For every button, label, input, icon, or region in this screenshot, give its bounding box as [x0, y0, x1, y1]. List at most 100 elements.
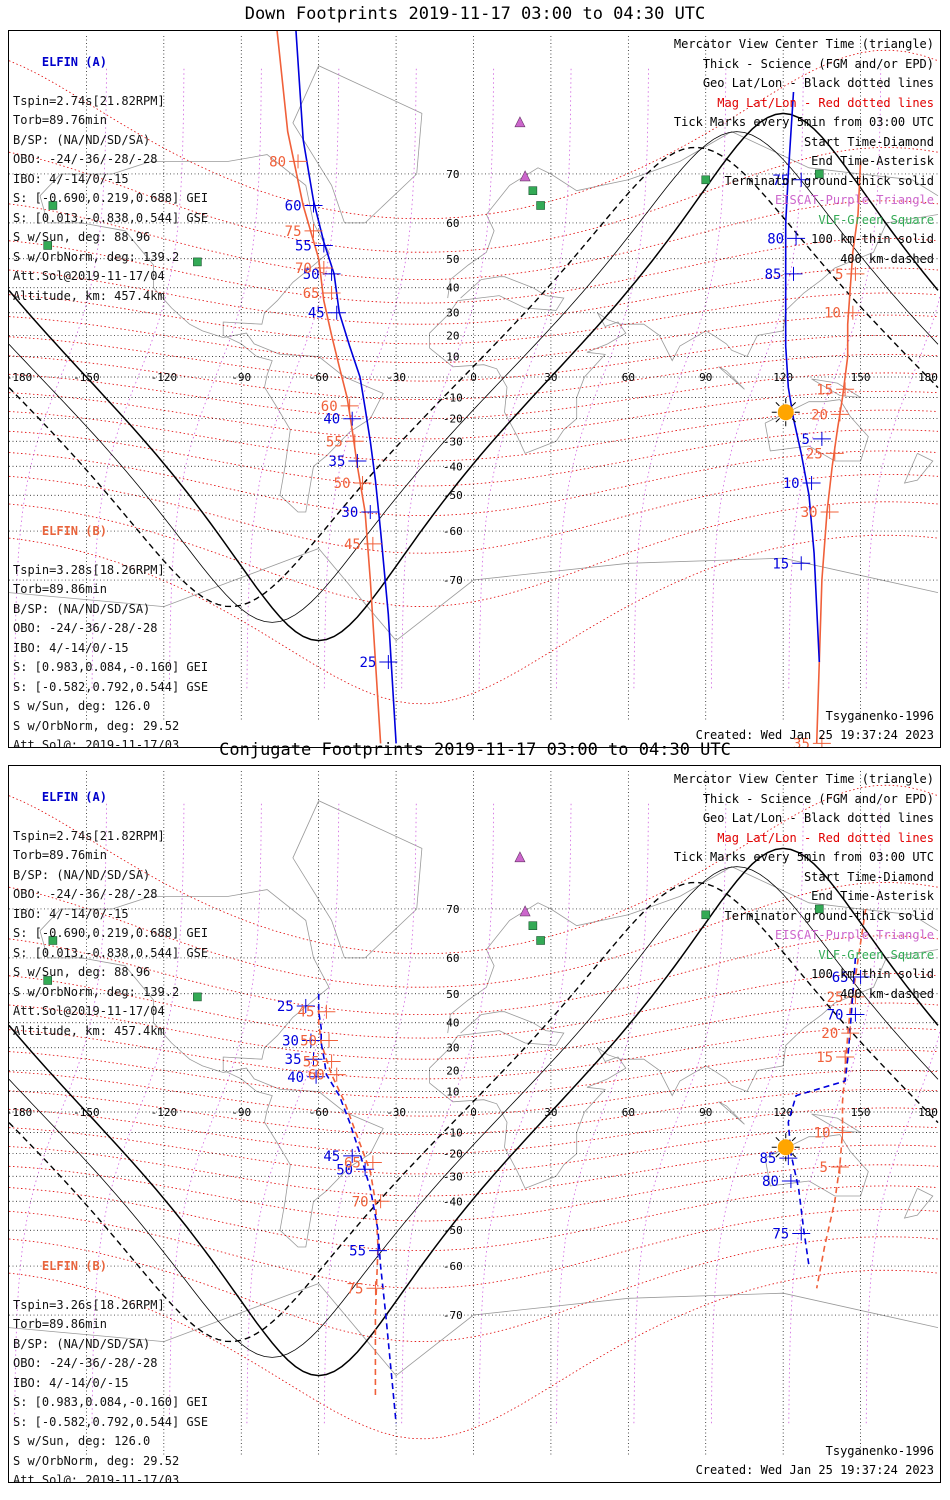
green-square-icon — [43, 976, 53, 985]
legend-entry: Mag Lat/Lon - Red dotted lines — [717, 95, 934, 110]
coastline — [292, 65, 423, 224]
elfin-a-tick-label: 75 — [772, 1226, 789, 1242]
elfin-a-track — [295, 31, 397, 744]
sun-ray — [775, 401, 780, 407]
coastline — [9, 548, 939, 642]
elfin-a-tick-label: 35 — [329, 454, 346, 470]
elfin-a-tick-label: 40 — [287, 1070, 304, 1086]
elfin-b-tick-label: 70 — [352, 1194, 369, 1210]
info-line: OBO: -24/-36/-28/-28 — [13, 1356, 158, 1370]
info-line: S: [-0.690,0.219,0.688] GEI — [13, 191, 209, 205]
info-line: S w/Sun, deg: 88.96 — [13, 965, 151, 979]
model-label: Tsyganenko-1996 — [825, 709, 934, 723]
longitude-label: 60 — [622, 1106, 635, 1119]
green-square-icon — [528, 186, 538, 195]
latitude-label: -20 — [443, 413, 463, 426]
sun-ray — [775, 1136, 780, 1142]
elfin-b-tick-label: 20 — [821, 1026, 838, 1042]
sun-ray — [791, 418, 797, 423]
created-timestamp: Created: Wed Jan 25 19:37:24 2023 — [695, 728, 934, 742]
latitude-label: -60 — [443, 1260, 463, 1273]
info-line: S: [0.983,0.084,-0.160] GEI — [13, 1395, 209, 1409]
latitude-label: 20 — [446, 329, 459, 342]
mag-lat-line — [9, 1185, 939, 1251]
legend-entry: VLF-Green Square — [818, 212, 934, 227]
legend-entry: Thick - Science (FGM and/or EPD) — [702, 56, 934, 71]
legend-entry: Tick Marks every 5min from 03:00 UTC — [673, 115, 934, 129]
legend-entry: Start Time-Diamond — [803, 134, 934, 149]
info-line: B/SP: (NA/ND/SD/SA) — [13, 601, 151, 616]
elfin-b-tick-label: 15 — [816, 1050, 833, 1066]
green-square-icon — [701, 910, 711, 920]
info-line: S w/Sun, deg: 126.0 — [13, 699, 151, 713]
latitude-label: -20 — [443, 1148, 463, 1161]
legend-entry: Start Time-Diamond — [803, 869, 934, 884]
elfin-b-tick-label: 60 — [308, 1068, 325, 1084]
green-square-icon — [536, 936, 545, 945]
latitude-label: 50 — [446, 253, 459, 266]
footer: Tsyganenko-1996 Created: Wed Jan 25 19:3… — [696, 1442, 934, 1480]
legend-entry: 400 km-dashed — [840, 986, 934, 1001]
latitude-label: 40 — [446, 1017, 459, 1030]
coastline — [447, 866, 939, 1034]
info-line: Torb=89.76min — [13, 848, 107, 862]
longitude-label: 180 — [918, 1106, 938, 1119]
elfin-b-tick-label: 60 — [321, 399, 338, 415]
latitude-label: 10 — [446, 350, 459, 363]
elfin-a-tick-label: 65 — [832, 970, 849, 986]
latitude-label: -70 — [443, 574, 463, 587]
legend-entry: End Time-Asterisk — [811, 889, 934, 903]
elfin-b-tick-label: 5 — [835, 267, 843, 283]
info-line: Torb=89.76min — [13, 113, 107, 127]
legend: Mercator View Center Time (triangle) Thic… — [674, 770, 934, 1004]
info-line: S: [0.013,-0.838,0.544] GSE — [13, 210, 209, 225]
down-footprints-panel: -180-150-120-90-60-300306090120150180706… — [8, 30, 941, 748]
latitude-label: 10 — [446, 1085, 459, 1098]
map-canvas: -180-150-120-90-60-300306090120150180706… — [9, 771, 940, 1456]
legend-entry: Geo Lat/Lon - Black dotted lines — [702, 76, 934, 90]
elfin-b-label: ELFIN (B) — [41, 1258, 107, 1273]
coastline — [811, 1113, 861, 1133]
elfin-b-track-east — [815, 161, 862, 744]
legend-entry: Geo Lat/Lon - Black dotted lines — [702, 811, 934, 825]
mag-lat-line — [9, 784, 939, 955]
coastline — [39, 889, 384, 1248]
elfin-a-tick-label: 60 — [285, 198, 302, 214]
latitude-label: -50 — [443, 489, 463, 502]
elfin-a-tick-label: 5 — [801, 432, 809, 448]
info-line: Att.Sol@: 2019-11-17/03 — [13, 1473, 180, 1483]
mag-lat-line — [9, 1002, 939, 1060]
legend-entry: EISCAT-Purple Triangle — [775, 193, 934, 207]
latitude-label: 30 — [446, 307, 459, 320]
info-line: Torb=89.86min — [13, 582, 107, 596]
elfin-a-tick-label: 55 — [295, 238, 312, 254]
elfin-a-info: ELFIN (A) Tspin=2.74s[21.82RPM] Torb=89.7… — [13, 768, 208, 1080]
latitude-label: -70 — [443, 1309, 463, 1322]
elfin-b-tick-label: 35 — [793, 736, 810, 747]
info-line: OBO: -24/-36/-28/-28 — [13, 152, 158, 166]
mag-lat-line — [9, 1027, 939, 1080]
panel-title: Down Footprints 2019-11-17 03:00 to 04:3… — [244, 4, 706, 24]
longitude-label: 120 — [773, 371, 793, 384]
info-line: Torb=89.86min — [13, 1317, 107, 1331]
sun-ray — [791, 1153, 797, 1158]
conjugate-footprints-panel: -180-150-120-90-60-300306090120150180706… — [8, 765, 941, 1483]
latitude-label: -40 — [443, 1195, 463, 1208]
latitude-label: 20 — [446, 1064, 459, 1077]
elfin-b-tick-label: 55 — [303, 1054, 320, 1070]
green-square-icon — [814, 169, 824, 179]
elfin-b-info: ELFIN (B) Tspin=3.28s[18.26RPM] Torb=89.8… — [13, 502, 208, 748]
panel-title: Conjugate Footprints 2019-11-17 03:00 to… — [219, 740, 731, 760]
coastline — [718, 1101, 745, 1125]
mag-lat-line — [9, 450, 939, 516]
coastline — [764, 399, 869, 462]
legend-entry: 100 km-thin solid — [811, 232, 934, 246]
terminator-ground — [9, 847, 939, 1377]
elfin-a-tick-label: 75 — [772, 173, 789, 189]
elfin-a-tick-label: 50 — [336, 1162, 353, 1178]
coastlines — [9, 65, 939, 642]
coastline — [764, 1134, 869, 1197]
geo-grid — [9, 36, 940, 721]
green-square-icon — [48, 201, 58, 210]
green-square-icon — [43, 241, 53, 250]
